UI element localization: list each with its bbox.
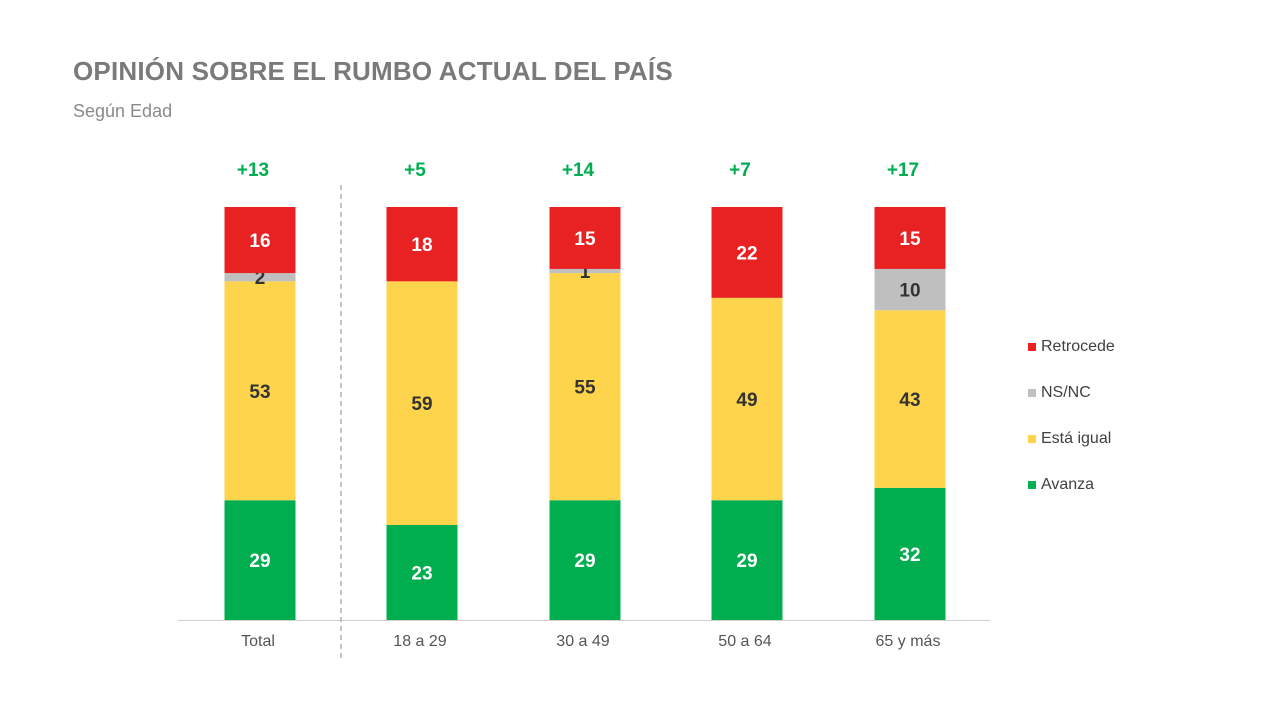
- legend-swatch-retrocede: [1028, 343, 1036, 351]
- data-label-nsnc-4: 10: [899, 281, 920, 302]
- chart-subtitle: Según Edad: [73, 101, 173, 121]
- legend-label-retrocede: Retrocede: [1041, 338, 1115, 355]
- data-label-retrocede-2: 15: [574, 229, 596, 250]
- legend-swatch-nsnc: [1028, 389, 1036, 397]
- net-label-0: +13: [237, 160, 269, 181]
- category-label-0: Total: [241, 633, 275, 650]
- data-label-esta-igual-1: 59: [411, 394, 432, 415]
- category-label-3: 50 a 64: [718, 633, 771, 650]
- bar-avanza-0: [224, 500, 296, 620]
- bar-esta-igual-2: [549, 273, 621, 501]
- bar-avanza-3: [711, 500, 783, 620]
- bar-avanza-2: [549, 500, 621, 620]
- bar-nsnc-0: [224, 273, 296, 282]
- chart-legend: Retrocede NS/NC Está igual Avanza: [1028, 324, 1115, 508]
- bar-esta-igual-0: [224, 281, 296, 501]
- data-label-esta-igual-3: 49: [736, 390, 757, 411]
- legend-item-esta-igual: Está igual: [1028, 416, 1115, 462]
- data-label-avanza-4: 32: [899, 545, 920, 566]
- legend-swatch-avanza: [1028, 481, 1036, 489]
- data-label-retrocede-0: 16: [249, 231, 270, 252]
- data-label-avanza-0: 29: [249, 551, 270, 572]
- legend-swatch-esta-igual: [1028, 435, 1036, 443]
- net-label-1: +5: [404, 160, 426, 181]
- legend-label-nsnc: NS/NC: [1041, 384, 1091, 401]
- bar-retrocede-4: [874, 207, 946, 269]
- bar-avanza-4: [874, 487, 946, 620]
- data-label-avanza-1: 23: [411, 564, 432, 585]
- legend-item-avanza: Avanza: [1028, 462, 1115, 508]
- bar-retrocede-2: [549, 207, 621, 269]
- net-label-4: +17: [887, 160, 919, 181]
- data-label-nsnc-0: 2: [255, 268, 266, 289]
- bar-nsnc-2: [549, 268, 621, 274]
- bar-esta-igual-4: [874, 310, 946, 488]
- bar-nsnc-4: [874, 268, 946, 311]
- category-label-4: 65 y más: [876, 633, 941, 650]
- net-label-3: +7: [729, 160, 751, 181]
- data-label-nsnc-2: 1: [580, 262, 591, 283]
- data-label-retrocede-4: 15: [899, 229, 921, 250]
- bar-avanza-1: [386, 525, 458, 620]
- category-label-1: 18 a 29: [393, 633, 446, 650]
- data-label-avanza-3: 29: [736, 551, 757, 572]
- data-label-retrocede-1: 18: [411, 235, 432, 256]
- legend-item-nsnc: NS/NC: [1028, 370, 1115, 416]
- bar-retrocede-3: [711, 207, 783, 298]
- bar-retrocede-1: [386, 207, 458, 282]
- bar-esta-igual-1: [386, 281, 458, 526]
- bar-retrocede-0: [224, 207, 296, 274]
- net-label-2: +14: [562, 160, 595, 181]
- data-label-esta-igual-0: 53: [249, 382, 270, 403]
- data-label-esta-igual-2: 55: [574, 378, 596, 399]
- chart-title: OPINIÓN SOBRE EL RUMBO ACTUAL DEL PAÍS: [73, 56, 673, 86]
- legend-label-esta-igual: Está igual: [1041, 430, 1112, 447]
- data-label-retrocede-3: 22: [736, 243, 757, 264]
- data-label-esta-igual-4: 43: [899, 390, 920, 411]
- legend-item-retrocede: Retrocede: [1028, 324, 1115, 370]
- legend-label-avanza: Avanza: [1041, 476, 1095, 493]
- category-label-2: 30 a 49: [556, 633, 609, 650]
- data-label-avanza-2: 29: [574, 551, 595, 572]
- bar-esta-igual-3: [711, 297, 783, 501]
